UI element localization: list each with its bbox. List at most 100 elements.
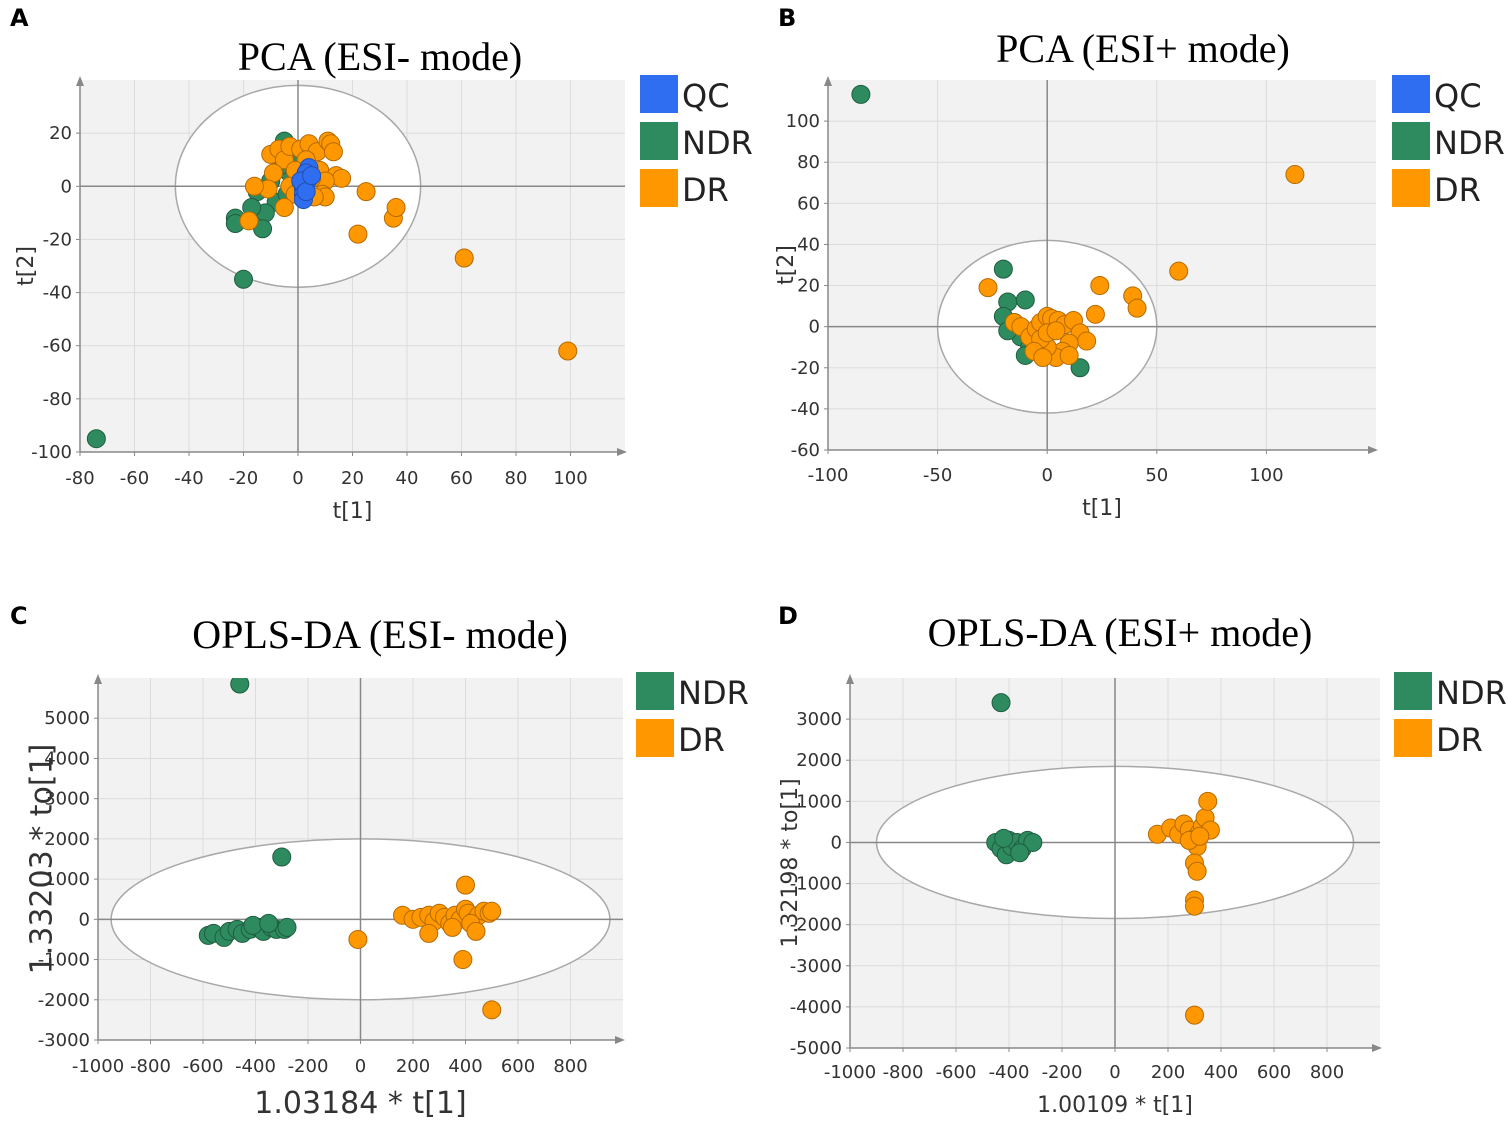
y-tick-label: -40 (791, 399, 820, 420)
panel-c: C OPLS-DA (ESI- mode) -1000 -800 -600 -400 -20… (10, 602, 749, 1121)
point-dr (1033, 348, 1053, 367)
point-dr (1127, 298, 1147, 318)
x-tick-label: -40 (174, 468, 203, 489)
y-axis-arrow (846, 674, 854, 684)
x-tick-label: 40 (396, 468, 419, 489)
legend: NDR DR (1394, 672, 1507, 759)
x-tick-label: -800 (883, 1062, 924, 1083)
point-ndr (243, 915, 263, 935)
y-tick-label: -100 (31, 442, 72, 463)
point-ndr (991, 693, 1011, 713)
panel-letter: B (778, 4, 796, 32)
point-dr (1285, 165, 1305, 185)
point-dr (263, 163, 283, 183)
x-tick-label: 60 (450, 468, 473, 489)
x-tick-label: 50 (1145, 465, 1168, 486)
x-tick-label: -60 (120, 468, 149, 489)
point-dr (482, 1000, 502, 1020)
chart-title: PCA (ESI+ mode) (996, 26, 1290, 71)
chart-title: OPLS-DA (ESI+ mode) (928, 610, 1313, 655)
panel-a: A PCA (ESI- mode) -80 -60 -40 -20 0 20 40 60 80 100… (10, 4, 753, 524)
point-dr (323, 142, 343, 162)
y-axis-label: t[2] (14, 246, 39, 286)
legend-label-ndr: NDR (678, 674, 749, 712)
point-ndr (86, 429, 106, 449)
legend-label-qc: QC (1434, 77, 1482, 115)
x-tick-label: -80 (65, 468, 94, 489)
x-tick-label: -100 (808, 465, 849, 486)
x-tick-label: 800 (553, 1056, 587, 1077)
y-tick-label: -1000 (38, 950, 90, 971)
y-tick-label: -40 (43, 283, 72, 304)
legend-label-dr: DR (682, 171, 729, 209)
y-axis-arrow (76, 76, 84, 86)
x-axis-arrow (1368, 446, 1378, 454)
y-tick-label: 20 (797, 276, 820, 297)
x-tick-label: 100 (1249, 465, 1283, 486)
y-tick-label: 3000 (44, 789, 90, 810)
y-tick-label: 2000 (44, 829, 90, 850)
legend-label-qc: QC (682, 77, 730, 115)
point-qc (296, 182, 316, 202)
legend-label-ndr: NDR (682, 124, 753, 162)
point-dr (244, 176, 264, 196)
legend-label-dr: DR (1434, 171, 1481, 209)
point-dr (348, 224, 368, 244)
y-tick-label: 0 (831, 832, 842, 853)
point-ndr (277, 917, 297, 937)
x-tick-label: -200 (288, 1056, 329, 1077)
point-ndr (259, 913, 279, 933)
x-tick-label: 100 (553, 468, 587, 489)
y-tick-label: 5000 (44, 708, 90, 729)
y-tick-label: -3000 (38, 1030, 90, 1051)
x-axis-label: t[1] (333, 499, 373, 524)
x-axis-arrow (615, 1036, 625, 1044)
x-axis-arrow (1372, 1044, 1382, 1052)
y-tick-label: -2000 (38, 990, 90, 1011)
legend: NDR DR (636, 672, 749, 759)
y-tick-label: -80 (43, 389, 72, 410)
y-tick-label: -20 (791, 358, 820, 379)
y-tick-label: 4000 (44, 748, 90, 769)
legend-label-dr: DR (1436, 721, 1483, 759)
legend-swatch-ndr (1394, 672, 1432, 710)
point-dr (1085, 304, 1105, 324)
data-points (198, 678, 502, 1020)
point-dr (239, 211, 259, 231)
point-dr (356, 182, 376, 202)
point-ndr (994, 828, 1014, 848)
point-dr (456, 875, 475, 895)
legend-swatch-dr (636, 719, 674, 757)
y-tick-label: -2000 (790, 915, 842, 936)
point-dr (453, 950, 473, 970)
x-tick-label: -600 (183, 1056, 224, 1077)
y-tick-label: 40 (797, 234, 820, 255)
panel-letter: D (778, 602, 798, 630)
point-dr (466, 921, 486, 941)
point-dr (1198, 791, 1218, 811)
point-qc (302, 166, 322, 186)
x-tick-label: -1000 (72, 1056, 124, 1077)
data-points (986, 693, 1220, 1025)
legend-swatch-ndr (640, 122, 678, 160)
point-dr (1077, 331, 1097, 351)
x-tick-label: 0 (1041, 465, 1052, 486)
y-axis-arrow (824, 76, 832, 86)
x-tick-label: -400 (989, 1062, 1030, 1083)
y-tick-label: 0 (61, 176, 72, 197)
legend-swatch-qc (640, 75, 678, 113)
panel-letter: C (10, 602, 28, 630)
x-tick-label: 400 (448, 1056, 482, 1077)
point-dr (274, 198, 294, 218)
legend-swatch-ndr (1392, 122, 1430, 160)
x-tick-label: 600 (1257, 1062, 1291, 1083)
x-tick-label: 0 (355, 1056, 366, 1077)
y-tick-label: -3000 (790, 956, 842, 977)
y-axis-label: t[2] (774, 245, 799, 285)
y-tick-label: -1000 (790, 874, 842, 895)
x-axis-arrow (617, 448, 627, 456)
y-tick-label: 1000 (796, 791, 842, 812)
point-dr (348, 929, 368, 949)
chart-title: PCA (ESI- mode) (238, 34, 522, 79)
